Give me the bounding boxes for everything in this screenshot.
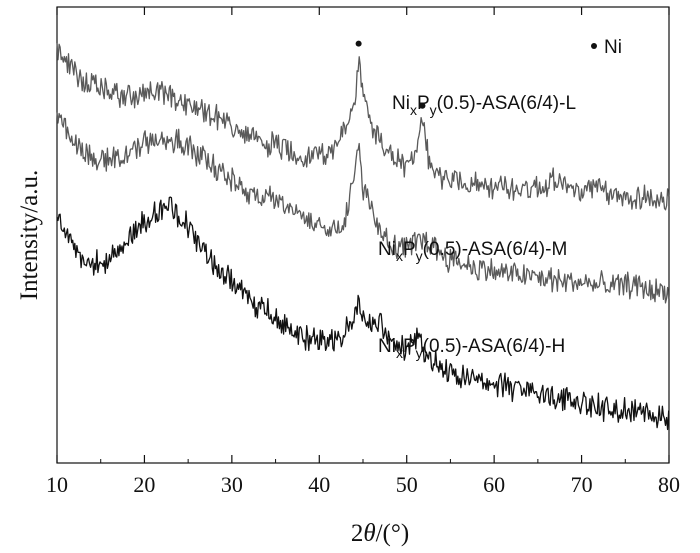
y-axis-title: Intensity/a.u.: [16, 170, 43, 301]
legend: Ni: [591, 37, 622, 58]
x-tick-label: 10: [46, 472, 68, 497]
x-tick-label: 50: [396, 472, 418, 497]
x-tick-label: 20: [133, 472, 155, 497]
x-tick-label: 40: [308, 472, 330, 497]
series-label-l: NixPy(0.5)-ASA(6/4)-L: [392, 93, 576, 118]
series-label-m: NixPy(0.5)-ASA(6/4)-M: [378, 239, 567, 264]
x-tick-label: 30: [221, 472, 243, 497]
ni-peak-dot-icon: [419, 102, 426, 109]
ni-peak-markers: [355, 40, 426, 109]
series-line-l: [56, 42, 670, 211]
legend-ni-label: Ni: [604, 37, 622, 58]
x-ticks: [56, 7, 670, 463]
x-axis-title: 2θ/(°): [351, 520, 409, 547]
series-label-h: NixPy(0.5)-ASA(6/4)-H: [378, 336, 565, 361]
series-line-h: [56, 196, 670, 431]
ni-peak-dot-icon: [355, 40, 362, 47]
series-line-m: [56, 112, 670, 304]
legend-ni-marker-icon: [591, 43, 597, 49]
x-tick-label: 70: [571, 472, 593, 497]
plot-frame: [56, 6, 670, 464]
x-tick-label: 60: [483, 472, 505, 497]
series-lines: [56, 42, 670, 431]
x-tick-label: 80: [658, 472, 680, 497]
x-tick-labels: 10 20 30 40 50 60 70 80: [46, 472, 680, 497]
